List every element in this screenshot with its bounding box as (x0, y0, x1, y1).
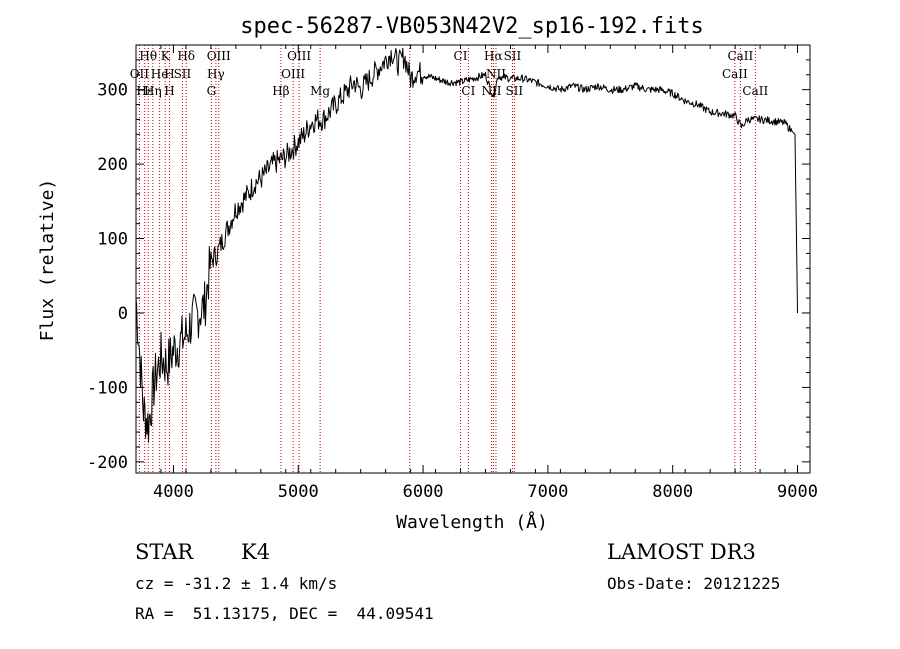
x-tick-label: 6000 (403, 482, 444, 502)
spectrum-line (135, 47, 798, 443)
y-tick-label: -100 (87, 378, 128, 398)
plot-frame (135, 44, 811, 474)
series-layer (135, 47, 798, 443)
spectral-line-label: He (151, 67, 169, 81)
tick-layer: 4000 5000 6000 7000 8000 9000 -200 -100 0 100 200 3… (87, 45, 818, 502)
spectral-line-label: OII (130, 67, 150, 81)
spectral-line-label: Hθ (139, 49, 157, 63)
spectral-line-label: OIII (207, 49, 231, 63)
spectral-line-label: NII (486, 67, 506, 81)
x-axis-label: Wavelength (Å) (396, 511, 548, 533)
spectral-line-label: SII (504, 49, 522, 63)
subclass-label: K4 (241, 540, 271, 564)
spectral-line-label: G (207, 84, 217, 98)
redshift-text: cz = -31.2 ± 1.4 km/s (135, 574, 338, 593)
line-marker-layer (138, 45, 756, 473)
y-axis-label: Flux (relative) (37, 179, 58, 342)
y-tick-label: 100 (97, 230, 128, 250)
spectral-line-label: Hα (484, 49, 503, 63)
class-label: STAR (135, 540, 194, 564)
x-tick-label: 9000 (777, 482, 818, 502)
spectral-line-label: SII (505, 84, 523, 98)
y-tick-label: -200 (87, 453, 128, 473)
spectral-line-label: CI (454, 49, 468, 63)
spectral-line-label: K (161, 49, 171, 63)
spectral-line-label: Hδ (177, 49, 195, 63)
y-tick-label: 300 (97, 81, 128, 101)
chart-title: spec-56287-VB053N42V2_sp16-192.fits (240, 14, 704, 39)
spectral-line-label: CaII (722, 67, 748, 81)
spectral-line-label: CaII (742, 84, 768, 98)
spectral-line-label: H (164, 84, 174, 98)
spectral-line-label: SII (174, 67, 192, 81)
spectral-line-label: OIII (287, 49, 311, 63)
x-tick-label: 5000 (278, 482, 319, 502)
spectral-line-label: CaII (727, 49, 753, 63)
spectral-line-label: Hη (144, 84, 162, 98)
x-tick-label: 4000 (153, 482, 194, 502)
spectral-line-label: Mg (310, 84, 330, 98)
spectral-line-label: Hβ (272, 84, 289, 98)
spectral-line-label: OIII (281, 67, 305, 81)
coordinates-text: RA = 51.13175, DEC = 44.09541 (135, 604, 434, 623)
spectral-line-label: Hε (136, 84, 153, 98)
survey-label: LAMOST DR3 (607, 540, 756, 564)
x-tick-label: 8000 (652, 482, 693, 502)
x-tick-label: 7000 (527, 482, 568, 502)
spectral-line-label: CI (461, 84, 475, 98)
obs-date-text: Obs-Date: 20121225 (607, 574, 781, 593)
y-tick-label: 0 (118, 304, 128, 324)
spectral-line-label: H (164, 67, 174, 81)
y-tick-label: 200 (97, 155, 128, 175)
spectral-line-label: NII (481, 84, 501, 98)
spectral-line-label: Hγ (207, 67, 225, 81)
